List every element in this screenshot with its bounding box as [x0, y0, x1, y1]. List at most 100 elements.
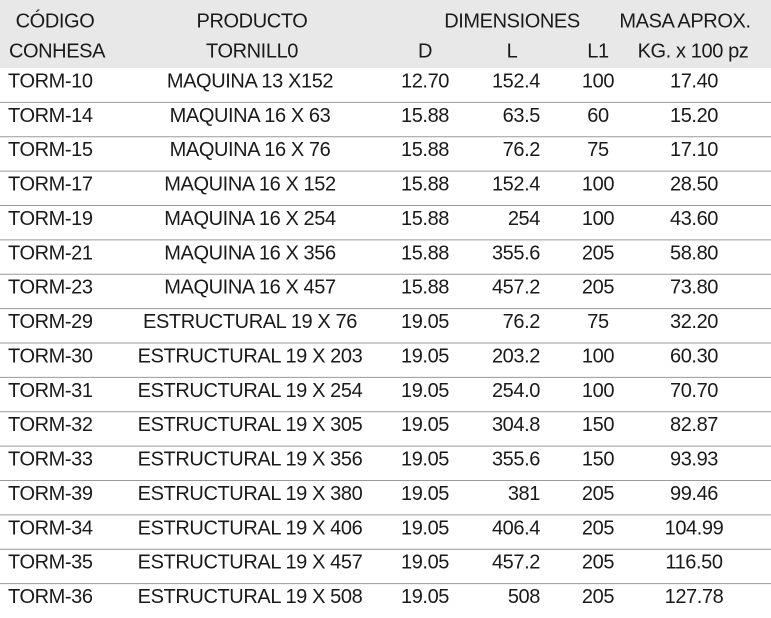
cell: ESTRUCTURAL 19 X 254 — [138, 380, 363, 402]
header: TORNILL0 — [206, 40, 298, 62]
cell: 205 — [582, 552, 614, 574]
cell: MAQUINA 16 X 63 — [170, 105, 331, 127]
cell: 19.05 — [401, 380, 449, 402]
cell: TORM-21 — [8, 242, 93, 264]
cell: 12.70 — [401, 70, 449, 92]
cell: 82.87 — [670, 414, 718, 436]
cell: 17.40 — [670, 70, 718, 92]
cell: 19.05 — [401, 449, 449, 471]
cell: 15.20 — [670, 105, 718, 127]
cell: MAQUINA 13 X152 — [167, 70, 334, 92]
cell: TORM-23 — [8, 277, 93, 299]
cell: ESTRUCTURAL 19 X 76 — [143, 311, 357, 333]
cell: 19.05 — [401, 552, 449, 574]
cell: 76.2 — [503, 311, 541, 333]
cell: 15.88 — [401, 139, 449, 161]
cell: 19.05 — [401, 311, 449, 333]
cell: TORM-29 — [8, 311, 93, 333]
cell: 152.4 — [492, 70, 540, 92]
cell: ESTRUCTURAL 19 X 508 — [138, 586, 363, 608]
cell: 15.88 — [401, 105, 449, 127]
cell: MAQUINA 16 X 457 — [164, 277, 336, 299]
cell: TORM-33 — [8, 449, 93, 471]
header: KG. x 100 pz — [638, 40, 749, 62]
cell: ESTRUCTURAL 19 X 203 — [138, 345, 363, 367]
cell: 355.6 — [492, 242, 540, 264]
cell: 32.20 — [670, 311, 718, 333]
cell: TORM-31 — [8, 380, 93, 402]
header: D — [418, 40, 432, 62]
cell: 205 — [582, 586, 614, 608]
cell: 355.6 — [492, 449, 540, 471]
cell: MAQUINA 16 X 254 — [164, 208, 336, 230]
cell: 203.2 — [492, 345, 540, 367]
header: MASA APROX. — [619, 10, 750, 32]
cell: 93.93 — [670, 449, 718, 471]
cell: 15.88 — [401, 208, 449, 230]
cell: MAQUINA 16 X 152 — [164, 174, 336, 196]
cell: 60.30 — [670, 345, 718, 367]
cell: 100 — [582, 208, 614, 230]
cell: 104.99 — [665, 517, 724, 539]
cell: 19.05 — [401, 414, 449, 436]
cell: 100 — [582, 174, 614, 196]
cell: 19.05 — [401, 345, 449, 367]
cell: TORM-34 — [8, 517, 93, 539]
cell: ESTRUCTURAL 19 X 356 — [138, 449, 363, 471]
cell: 254.0 — [492, 380, 540, 402]
cell: 205 — [582, 517, 614, 539]
cell: 19.05 — [401, 586, 449, 608]
cell: 406.4 — [492, 517, 540, 539]
cell: 205 — [582, 242, 614, 264]
header: L — [507, 40, 518, 62]
cell: TORM-14 — [8, 105, 93, 127]
cell: 15.88 — [401, 277, 449, 299]
cell: 381 — [508, 483, 540, 505]
cell: ESTRUCTURAL 19 X 406 — [138, 517, 363, 539]
cell: 63.5 — [503, 105, 541, 127]
cell: 19.05 — [401, 483, 449, 505]
cell: 304.8 — [492, 414, 540, 436]
header-band — [0, 0, 771, 68]
cell: 19.05 — [401, 517, 449, 539]
cell: 205 — [582, 277, 614, 299]
cell: 457.2 — [492, 552, 540, 574]
cell: 100 — [582, 70, 614, 92]
cell: MAQUINA 16 X 356 — [164, 242, 336, 264]
cell: 127.78 — [665, 586, 724, 608]
cell: 60 — [587, 105, 609, 127]
cell: 75 — [587, 139, 609, 161]
cell: 150 — [582, 449, 614, 471]
cell: 73.80 — [670, 277, 718, 299]
cell: TORM-36 — [8, 586, 93, 608]
cell: 15.88 — [401, 242, 449, 264]
cell: TORM-10 — [8, 70, 93, 92]
header: CÓDIGO — [16, 9, 95, 32]
cell: 116.50 — [665, 552, 723, 574]
header: CONHESA — [9, 40, 106, 62]
cell: TORM-17 — [8, 174, 93, 196]
cell: 99.46 — [670, 483, 718, 505]
header: PRODUCTO — [197, 10, 308, 32]
header: L1 — [587, 40, 609, 62]
cell: TORM-19 — [8, 208, 93, 230]
cell: 152.4 — [492, 174, 540, 196]
cell: MAQUINA 16 X 76 — [170, 139, 331, 161]
cell: TORM-35 — [8, 552, 93, 574]
cell: TORM-15 — [8, 139, 93, 161]
cell: 205 — [582, 483, 614, 505]
cell: 76.2 — [503, 139, 541, 161]
cell: 28.50 — [670, 174, 718, 196]
cell: TORM-30 — [8, 345, 93, 367]
cell: 100 — [582, 345, 614, 367]
cell: ESTRUCTURAL 19 X 457 — [138, 552, 363, 574]
cell: 254 — [508, 208, 540, 230]
header: DIMENSIONES — [444, 10, 580, 32]
cell: 100 — [582, 380, 614, 402]
cell: 150 — [582, 414, 614, 436]
cell: 508 — [508, 586, 540, 608]
cell: ESTRUCTURAL 19 X 380 — [138, 483, 363, 505]
cell: 15.88 — [401, 174, 449, 196]
cell: 70.70 — [670, 380, 718, 402]
